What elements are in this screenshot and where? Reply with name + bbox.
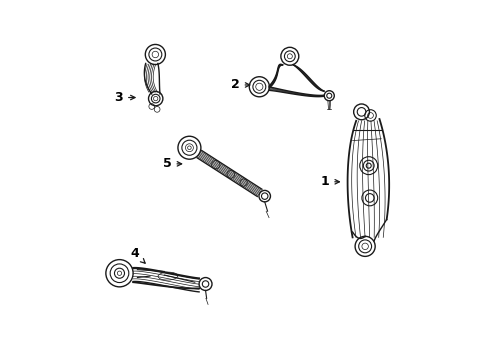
- Text: 5: 5: [163, 157, 182, 170]
- Text: 1: 1: [320, 175, 340, 188]
- Text: 3: 3: [115, 91, 135, 104]
- Text: 4: 4: [130, 247, 145, 263]
- Text: 2: 2: [231, 78, 250, 91]
